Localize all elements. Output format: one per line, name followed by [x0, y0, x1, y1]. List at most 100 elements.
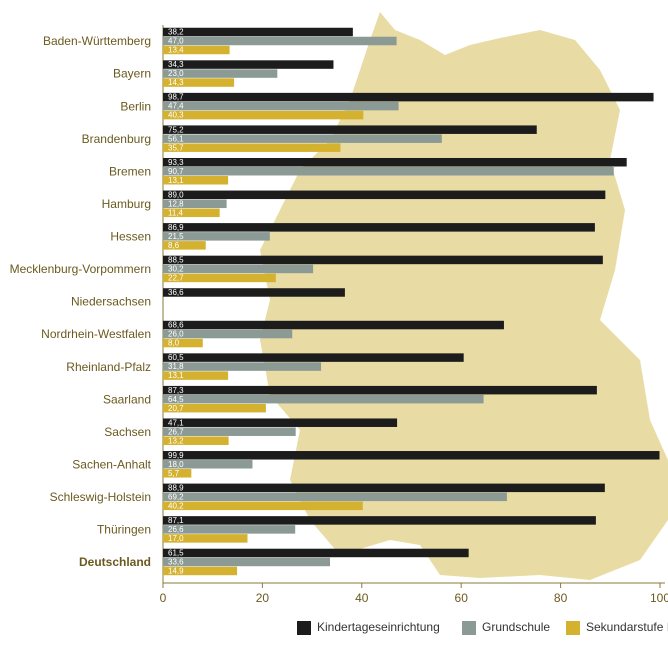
value-label: 26,0: [168, 330, 184, 339]
bar: [163, 492, 507, 502]
x-tick-label: 40: [355, 591, 369, 605]
category-label: Nordrhein-Westfalen: [41, 327, 151, 341]
bar: [163, 362, 322, 371]
x-tick-label: 60: [455, 591, 469, 605]
value-label: 18,0: [168, 460, 184, 469]
legend-label: Sekundarstufe I: [586, 620, 668, 634]
legend-swatch: [297, 621, 311, 635]
value-label: 90,7: [168, 167, 184, 176]
value-label: 40,2: [168, 501, 184, 510]
bar: [163, 78, 235, 87]
bar: [163, 469, 192, 478]
bar: [163, 385, 597, 395]
bar: [163, 199, 227, 209]
bar: [163, 548, 469, 558]
value-label: 26,7: [168, 427, 184, 436]
bar: [163, 223, 595, 232]
value-label: 98,7: [168, 93, 184, 102]
bar: [163, 134, 442, 143]
bar: [163, 371, 229, 380]
bar: [163, 125, 537, 134]
value-label: 40,3: [168, 111, 184, 120]
bar: [163, 190, 606, 200]
value-label: 31,8: [168, 362, 184, 371]
bar: [163, 255, 603, 265]
value-label: 68,6: [168, 321, 184, 330]
bar: [163, 353, 464, 362]
value-label: 13,1: [168, 176, 184, 185]
category-label: Sachsen: [104, 425, 151, 439]
value-label: 35,7: [168, 143, 184, 152]
bar: [163, 101, 399, 111]
bar: [163, 60, 334, 69]
value-label: 61,5: [168, 549, 184, 558]
x-tick-label: 80: [554, 591, 568, 605]
value-label: 86,9: [168, 223, 184, 232]
bar: [163, 166, 614, 176]
x-tick-label: 20: [256, 591, 270, 605]
bar: [163, 483, 605, 493]
bar: [163, 264, 314, 274]
category-label: Hessen: [110, 230, 151, 244]
bar: [163, 534, 248, 543]
bar: [163, 45, 230, 55]
category-label: Bayern: [113, 67, 151, 81]
value-label: 13,2: [168, 436, 184, 445]
value-label: 64,5: [168, 395, 184, 404]
category-label: Hamburg: [102, 197, 151, 211]
bar: [163, 241, 206, 250]
x-tick-label: 0: [160, 591, 167, 605]
value-label: 69,2: [168, 492, 184, 501]
bar: [163, 273, 276, 283]
value-label: 89,0: [168, 190, 184, 199]
value-label: 88,9: [168, 483, 184, 492]
value-label: 14,9: [168, 567, 184, 576]
bar: [163, 27, 353, 37]
category-label: Baden-Württemberg: [43, 34, 151, 48]
value-label: 34,3: [168, 60, 184, 69]
bar: [163, 143, 341, 152]
value-label: 99,9: [168, 451, 184, 460]
bar: [163, 157, 627, 167]
value-label: 36,6: [168, 288, 184, 297]
value-label: 60,5: [168, 353, 184, 362]
bar: [163, 110, 364, 120]
value-label: 38,2: [168, 28, 184, 37]
category-label: Saarland: [103, 392, 151, 406]
x-tick-label: 100: [650, 591, 668, 605]
value-label: 11,4: [168, 208, 184, 217]
value-label: 8,6: [168, 241, 180, 250]
bar: [163, 232, 270, 241]
bar: [163, 566, 238, 576]
bar: [163, 451, 660, 460]
value-label: 33,6: [168, 558, 184, 567]
bar: [163, 460, 253, 469]
value-label: 23,0: [168, 69, 184, 78]
bar: [163, 418, 398, 427]
value-label: 17,0: [168, 534, 184, 543]
value-label: 93,3: [168, 158, 184, 167]
legend-label: Kindertageseinrichtung: [317, 620, 440, 634]
value-label: 13,4: [168, 46, 184, 55]
legend-swatch: [566, 621, 580, 635]
value-label: 22,7: [168, 274, 184, 283]
value-label: 13,1: [168, 371, 184, 380]
category-label: Sachen-Anhalt: [72, 457, 151, 471]
bar: [163, 436, 229, 445]
bar: [163, 208, 220, 218]
value-label: 88,5: [168, 256, 184, 265]
value-label: 21,5: [168, 232, 184, 241]
bar: [163, 394, 484, 404]
category-label: Rheinland-Pfalz: [66, 360, 151, 374]
bar: [163, 403, 266, 413]
value-label: 26,6: [168, 525, 184, 534]
bar: [163, 175, 229, 185]
value-label: 20,7: [168, 404, 184, 413]
bar: [163, 338, 203, 348]
value-label: 75,2: [168, 125, 184, 134]
category-label: Berlin: [120, 99, 151, 113]
value-label: 47,1: [168, 418, 184, 427]
bar: [163, 69, 278, 78]
bar: [163, 525, 296, 534]
bar: [163, 36, 397, 46]
